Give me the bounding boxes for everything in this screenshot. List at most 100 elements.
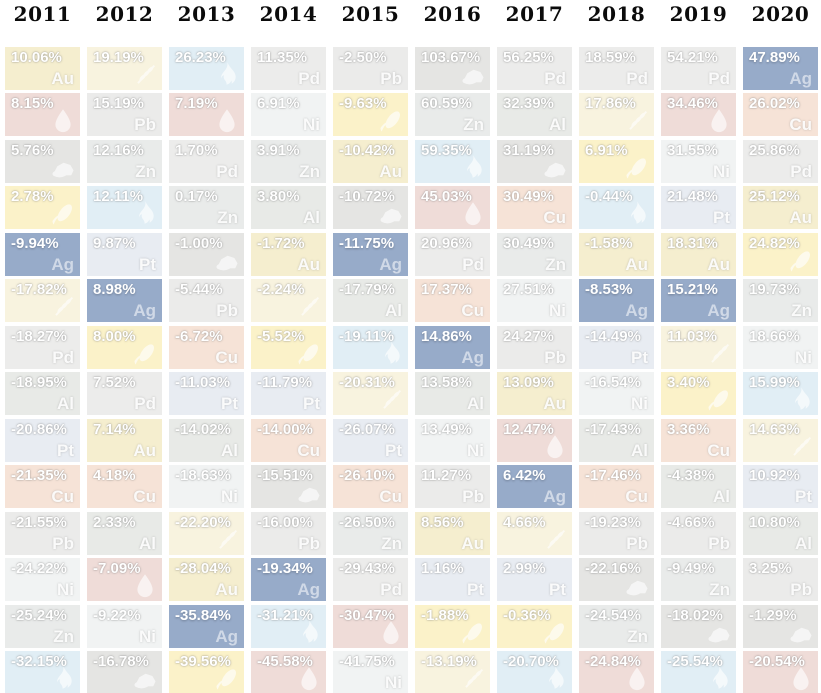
- return-value: 3.40%: [667, 374, 710, 391]
- platinum-symbol: Pt: [631, 347, 648, 367]
- return-value: 30.49%: [503, 234, 554, 252]
- aluminum-symbol: Al: [385, 301, 402, 320]
- return-value: -16.78%: [93, 653, 149, 670]
- year-header-2017: 2017: [505, 1, 564, 26]
- cell-2018-lead: -19.23% Pb: [579, 511, 654, 555]
- return-value: 5.76%: [11, 141, 54, 159]
- platinum-symbol: Pt: [795, 487, 812, 506]
- cell-2018-silver: -8.53% Ag: [579, 279, 654, 322]
- zinc-symbol: Zn: [217, 208, 238, 227]
- zinc-symbol: Zn: [791, 301, 812, 320]
- copper-symbol: Cu: [133, 487, 156, 506]
- palladium-symbol: Pd: [708, 68, 730, 88]
- zinc-symbol: Zn: [381, 533, 402, 553]
- return-value: -14.02%: [175, 420, 231, 438]
- return-value: -1.88%: [421, 606, 469, 624]
- return-value: -22.20%: [175, 513, 231, 531]
- return-value: -18.95%: [11, 374, 67, 391]
- return-value: -4.38%: [667, 467, 715, 484]
- cell-2012-nickel: -9.22% Ni: [87, 604, 162, 648]
- return-value: 10.92%: [749, 467, 800, 484]
- cell-2016-natural-gas: 59.35%: [415, 139, 490, 183]
- return-value: -11.75%: [339, 234, 395, 252]
- return-value: 25.12%: [749, 188, 800, 205]
- return-value: -26.50%: [339, 513, 395, 531]
- platinum-symbol: Pt: [221, 394, 238, 413]
- return-value: -30.47%: [339, 606, 395, 624]
- cell-2020-oil: -20.54%: [743, 651, 818, 693]
- wheat-stalk-icon: [623, 107, 651, 135]
- return-value: -21.55%: [11, 513, 67, 531]
- cell-2017-zinc: 30.49% Zn: [497, 232, 572, 276]
- return-value: -16.00%: [257, 513, 313, 531]
- palladium-symbol: Pd: [298, 68, 320, 88]
- cell-2017-wheat: 4.66%: [497, 511, 572, 555]
- gas-flame-icon: [787, 386, 815, 414]
- return-value: -39.56%: [175, 653, 231, 670]
- cell-2019-natural-gas: -25.54%: [661, 651, 736, 693]
- nickel-symbol: Ni: [795, 347, 812, 367]
- cell-2016-oil: 45.03%: [415, 186, 490, 229]
- cell-2019-coal: -18.02%: [661, 604, 736, 648]
- return-value: -24.22%: [11, 560, 67, 577]
- return-value: 6.91%: [257, 95, 300, 112]
- return-value: -21.35%: [11, 467, 67, 484]
- return-value: 24.82%: [749, 234, 800, 252]
- nickel-symbol: Ni: [139, 626, 156, 646]
- year-header-2012: 2012: [95, 1, 154, 26]
- return-value: -20.70%: [503, 653, 559, 670]
- cell-2015-coal: -10.72%: [333, 186, 408, 229]
- return-value: -32.15%: [11, 653, 67, 670]
- platinum-symbol: Pt: [713, 208, 730, 227]
- return-value: 8.98%: [93, 281, 136, 298]
- return-value: 60.59%: [421, 95, 472, 112]
- return-value: 3.25%: [749, 560, 792, 577]
- return-value: 19.19%: [93, 48, 144, 66]
- gold-symbol: Au: [461, 533, 484, 553]
- oil-droplet-icon: [131, 572, 159, 600]
- oil-droplet-icon: [49, 107, 77, 135]
- coal-nugget-icon: [459, 61, 487, 89]
- cell-2014-natural-gas: -31.21%: [251, 604, 326, 648]
- cell-2013-oil: 7.19%: [169, 93, 244, 136]
- cell-2017-platinum: 2.99% Pt: [497, 558, 572, 601]
- year-header-2018: 2018: [587, 1, 646, 26]
- copper-symbol: Cu: [297, 440, 320, 460]
- silver-symbol: Ag: [461, 347, 484, 367]
- zinc-symbol: Zn: [53, 626, 74, 646]
- coal-nugget-icon: [623, 572, 651, 600]
- return-value: -6.72%: [175, 327, 223, 345]
- return-value: 18.66%: [749, 327, 800, 345]
- gas-flame-icon: [213, 61, 241, 89]
- return-value: 15.99%: [749, 374, 800, 391]
- cell-2011-silver: -9.94% Ag: [5, 232, 80, 276]
- cell-2019-gold: 18.31% Au: [661, 232, 736, 276]
- return-value: 8.15%: [11, 95, 54, 112]
- copper-symbol: Cu: [379, 487, 402, 506]
- cell-2011-palladium: -18.27% Pd: [5, 325, 80, 369]
- return-value: 12.47%: [503, 420, 554, 438]
- return-value: -24.54%: [585, 606, 641, 624]
- return-value: 34.46%: [667, 95, 718, 112]
- silver-symbol: Ag: [297, 580, 320, 599]
- wheat-stalk-icon: [49, 293, 77, 321]
- platinum-symbol: Pt: [57, 440, 74, 460]
- gas-flame-icon: [49, 665, 77, 693]
- platinum-symbol: Pt: [139, 254, 156, 274]
- lead-symbol: Pb: [134, 115, 156, 134]
- cell-2014-palladium: 11.35% Pd: [251, 46, 326, 90]
- return-value: -1.58%: [585, 234, 633, 252]
- return-value: -19.11%: [339, 327, 395, 345]
- return-value: -25.24%: [11, 606, 67, 624]
- zinc-symbol: Zn: [463, 115, 484, 134]
- aluminum-symbol: Al: [467, 394, 484, 413]
- return-value: -4.66%: [667, 513, 715, 531]
- palladium-symbol: Pd: [790, 161, 812, 181]
- return-value: -26.07%: [339, 420, 395, 438]
- return-value: 25.86%: [749, 141, 800, 159]
- gold-symbol: Au: [625, 254, 648, 274]
- aluminum-symbol: Al: [303, 208, 320, 227]
- coal-nugget-icon: [213, 247, 241, 275]
- cell-2020-palladium: 25.86% Pd: [743, 139, 818, 183]
